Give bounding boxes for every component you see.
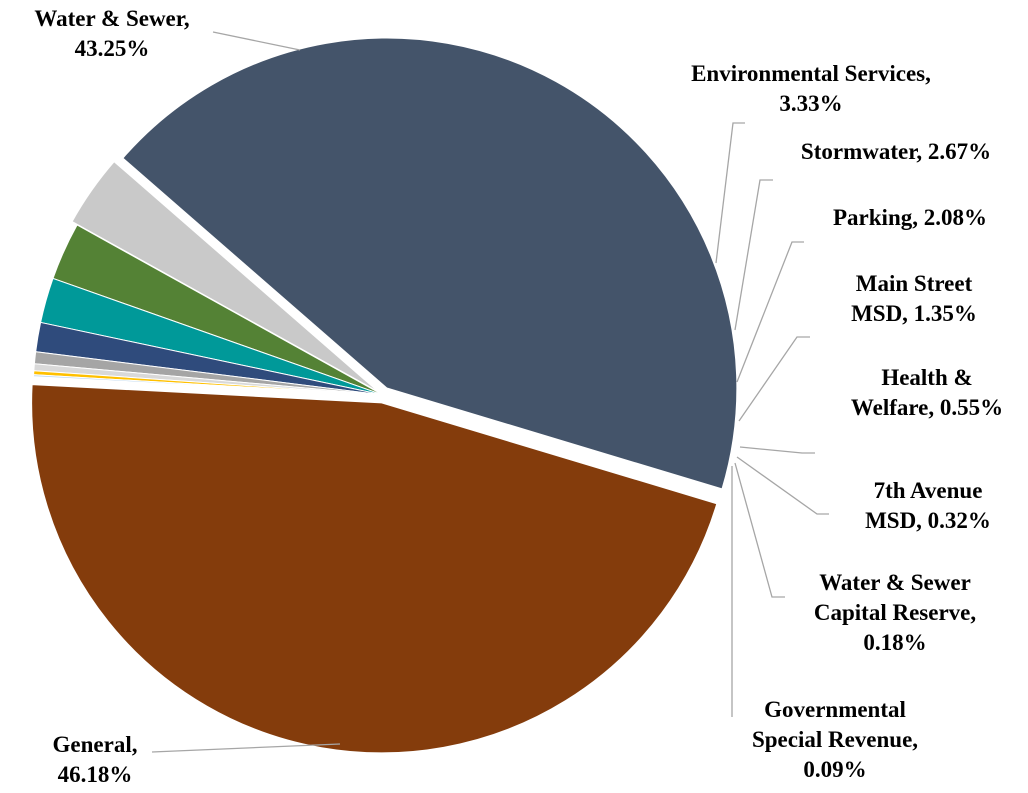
leader-line-stormwater: [734, 179, 773, 331]
slice-label-general: General, 46.18%: [53, 732, 138, 787]
leader-line-water-sewer: [212, 31, 301, 51]
slice-label-parking: Parking, 2.08%: [833, 205, 987, 230]
slice-label-environmental-services: Environmental Services, 3.33%: [691, 61, 931, 116]
pie-slice-governmental-special-revenue: [32, 374, 384, 396]
slice-label-water-sewer: Water & Sewer, 43.25%: [34, 6, 189, 61]
pie-slice-water-sewer: [122, 37, 738, 490]
leader-line-general: [151, 743, 341, 753]
leader-line-water-sewer-capital-reserve: [734, 462, 785, 598]
leader-line-7th-avenue-msd: [736, 456, 829, 515]
pie-slice-general: [31, 384, 718, 754]
slice-label-health-welfare: Health & Welfare, 0.55%: [851, 365, 1003, 420]
pie-slice-environmental-services: [71, 160, 379, 392]
slice-label-main-street-msd: Main Street MSD, 1.35%: [851, 271, 977, 326]
slice-label-7th-avenue-msd: 7th Avenue MSD, 0.32%: [865, 478, 991, 533]
slice-label-governmental-special-revenue: Governmental Special Revenue, 0.09%: [752, 697, 918, 782]
leader-line-parking: [736, 241, 804, 383]
leader-line-health-welfare: [739, 446, 815, 454]
leader-line-environmental-services: [715, 122, 745, 264]
slice-label-stormwater: Stormwater, 2.67%: [801, 139, 991, 164]
leader-line-main-street-msd: [738, 336, 810, 422]
slice-label-water-sewer-capital-reserve: Water & Sewer Capital Reserve, 0.18%: [814, 570, 976, 655]
